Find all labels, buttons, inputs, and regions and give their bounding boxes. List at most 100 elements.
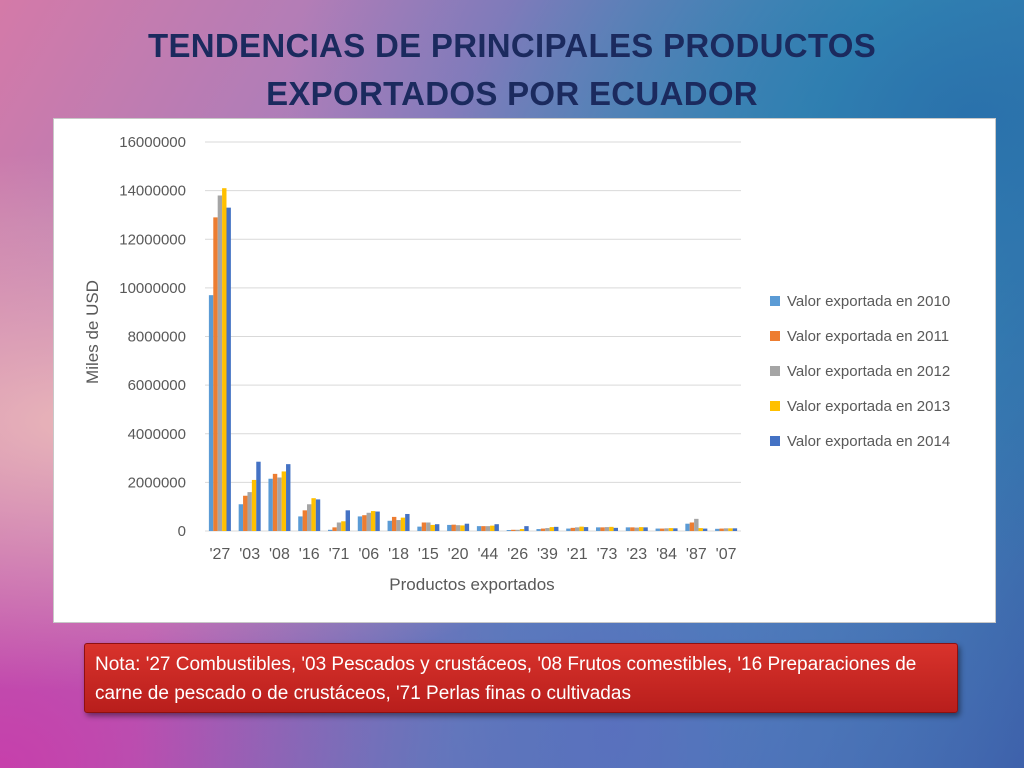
bar (664, 528, 669, 531)
bar (217, 195, 223, 532)
bar (226, 207, 231, 532)
bar (286, 464, 291, 531)
y-tick-label: 0 (178, 523, 186, 540)
bar (332, 527, 337, 531)
bar (668, 528, 674, 531)
legend-label: Valor exportada en 2013 (787, 398, 950, 415)
bar (455, 525, 461, 531)
bar (698, 528, 703, 531)
bar (609, 526, 614, 531)
legend-label: Valor exportada en 2012 (787, 363, 950, 380)
legend: Valor exportada en 2010 Valor exportada e… (770, 293, 950, 450)
bar (277, 477, 282, 531)
x-tick-label: '08 (269, 546, 290, 563)
bar (311, 498, 316, 531)
bar (434, 524, 440, 531)
bar (659, 528, 665, 531)
bar (213, 217, 218, 531)
bar (554, 526, 559, 531)
y-tick-label: 4000000 (128, 426, 186, 443)
bar (247, 492, 252, 531)
bar (256, 461, 261, 531)
bar (732, 528, 738, 531)
bar (545, 528, 550, 531)
gridlines (205, 141, 741, 532)
bars (208, 188, 738, 532)
bar (723, 528, 729, 531)
bar (243, 495, 248, 531)
y-axis-label: Miles de USD (83, 280, 102, 384)
bar (307, 504, 312, 531)
chart-container: 0 2000000 4000000 6000000 8000000 10000000 120… (53, 118, 996, 623)
bar (476, 526, 482, 531)
legend-label: Valor exportada en 2014 (787, 433, 950, 450)
x-tick-label: '15 (418, 546, 439, 563)
legend-label: Valor exportada en 2010 (787, 293, 950, 310)
x-tick-label: '18 (388, 546, 409, 563)
bar (315, 499, 321, 531)
x-tick-label: '21 (567, 546, 588, 563)
bar (685, 523, 690, 531)
bar (596, 527, 601, 531)
legend-label: Valor exportada en 2011 (787, 328, 949, 345)
x-tick-label: '07 (716, 546, 737, 563)
bar (421, 522, 427, 531)
x-tick-label: '84 (656, 546, 677, 563)
bar (579, 526, 584, 531)
bar (694, 518, 699, 531)
legend-swatch (770, 366, 780, 376)
bar (298, 516, 303, 531)
bar (719, 528, 724, 531)
x-tick-label: '27 (209, 546, 230, 563)
bar (524, 526, 529, 531)
x-tick-label: '39 (537, 546, 558, 563)
bar (638, 527, 644, 531)
x-tick-label: '03 (239, 546, 260, 563)
bar (238, 504, 244, 531)
bar (702, 528, 708, 531)
y-tick-label: 10000000 (119, 280, 186, 297)
bar (370, 511, 376, 531)
bar (515, 529, 520, 531)
bar (490, 525, 495, 531)
bar (604, 527, 610, 531)
bar (391, 516, 397, 531)
bar (328, 529, 333, 531)
bar (375, 511, 380, 531)
x-tick-label: '16 (299, 546, 320, 563)
bar (630, 527, 635, 531)
x-tick-label: '44 (477, 546, 498, 563)
bar (536, 529, 541, 531)
bar (460, 525, 465, 531)
bar (362, 515, 367, 531)
bar (511, 529, 516, 531)
legend-swatch (770, 331, 780, 341)
x-tick-label: '73 (597, 546, 618, 563)
bar (634, 527, 639, 531)
bar (430, 524, 435, 531)
x-tick-label: '26 (507, 546, 528, 563)
x-tick-label: '20 (448, 546, 469, 563)
bar (540, 528, 546, 531)
x-axis-label: Productos exportados (389, 575, 554, 594)
bar (396, 520, 401, 531)
bar (519, 529, 525, 531)
note-box: Nota: '27 Combustibles, '03 Pescados y c… (84, 643, 958, 713)
legend-swatch (770, 401, 780, 411)
bar (366, 512, 371, 531)
x-tick-label: '71 (329, 546, 350, 563)
bar (625, 527, 631, 531)
note-text: Nota: '27 Combustibles, '03 Pescados y c… (95, 654, 917, 704)
bar (387, 520, 392, 531)
bar (575, 527, 580, 531)
y-tick-label: 6000000 (128, 377, 186, 394)
bar (673, 528, 678, 531)
bar (417, 526, 422, 531)
bar (400, 517, 406, 531)
bar-chart: 0 2000000 4000000 6000000 8000000 10000000 120… (83, 134, 950, 594)
bar (222, 188, 227, 531)
bar (643, 527, 648, 531)
page-title: TENDENCIAS DE PRINCIPALES PRODUCTOS EXPO… (0, 22, 1024, 118)
bar (689, 522, 695, 531)
bar (600, 527, 605, 531)
